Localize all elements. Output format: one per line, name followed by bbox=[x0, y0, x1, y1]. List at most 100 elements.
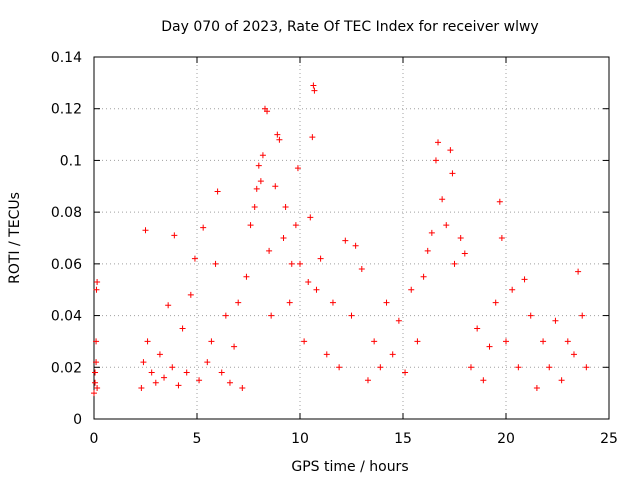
data-point bbox=[486, 343, 493, 350]
data-point bbox=[447, 147, 454, 154]
data-point bbox=[276, 136, 283, 143]
data-point bbox=[432, 157, 439, 164]
data-point bbox=[583, 364, 590, 371]
data-point bbox=[377, 364, 384, 371]
data-point bbox=[402, 369, 409, 376]
data-point bbox=[515, 364, 522, 371]
data-point bbox=[579, 312, 586, 319]
data-point bbox=[204, 359, 211, 366]
x-tick-label: 10 bbox=[291, 431, 309, 447]
data-point bbox=[575, 268, 582, 275]
data-point bbox=[395, 317, 402, 324]
data-point bbox=[196, 377, 203, 384]
x-tick-label: 5 bbox=[193, 431, 202, 447]
data-point bbox=[288, 260, 295, 267]
y-tick-label: 0.08 bbox=[51, 205, 82, 221]
data-point bbox=[352, 242, 359, 249]
data-points bbox=[91, 82, 590, 397]
data-point bbox=[138, 384, 145, 391]
data-point bbox=[420, 273, 427, 280]
data-point bbox=[171, 232, 178, 239]
data-point bbox=[222, 312, 229, 319]
x-tick-label: 0 bbox=[90, 431, 99, 447]
data-point bbox=[259, 152, 266, 159]
data-point bbox=[93, 338, 100, 345]
data-point bbox=[521, 276, 528, 283]
data-point bbox=[533, 384, 540, 391]
x-tick-label: 15 bbox=[394, 431, 412, 447]
axis-ticks bbox=[93, 56, 610, 420]
data-point bbox=[92, 379, 99, 386]
data-point bbox=[336, 364, 343, 371]
data-point bbox=[268, 312, 275, 319]
data-point bbox=[255, 162, 262, 169]
data-point bbox=[266, 247, 273, 254]
data-point bbox=[235, 299, 242, 306]
y-tick-label: 0.02 bbox=[51, 360, 82, 376]
data-point bbox=[175, 382, 182, 389]
data-point bbox=[239, 384, 246, 391]
data-point bbox=[540, 338, 547, 345]
data-point bbox=[309, 134, 316, 141]
data-point bbox=[208, 338, 215, 345]
data-point bbox=[546, 364, 553, 371]
data-point bbox=[451, 260, 458, 267]
x-tick-label: 25 bbox=[600, 431, 618, 447]
data-point bbox=[253, 185, 260, 192]
plot-frame bbox=[93, 56, 610, 420]
data-point bbox=[348, 312, 355, 319]
data-point bbox=[358, 266, 365, 273]
data-point bbox=[297, 260, 303, 267]
y-tick-label: 0.1 bbox=[60, 153, 82, 169]
data-point bbox=[272, 183, 279, 190]
data-point bbox=[274, 131, 281, 138]
x-axis-label: GPS time / hours bbox=[291, 459, 408, 475]
data-point bbox=[439, 196, 446, 203]
data-point bbox=[329, 299, 336, 306]
data-point bbox=[467, 364, 474, 371]
data-point bbox=[509, 286, 516, 293]
data-point bbox=[187, 291, 194, 298]
data-point bbox=[564, 338, 571, 345]
chart-title: Day 070 of 2023, Rate Of TEC Index for r… bbox=[161, 19, 538, 35]
data-point bbox=[503, 338, 509, 345]
data-point bbox=[251, 203, 258, 210]
y-tick-labels: 0 0.02 0.04 0.06 0.08 0.1 0.12 0.14 bbox=[51, 50, 82, 428]
data-point bbox=[428, 229, 435, 236]
data-point bbox=[243, 273, 250, 280]
data-point bbox=[94, 278, 101, 285]
data-point bbox=[408, 286, 415, 293]
data-point bbox=[294, 165, 301, 172]
data-point bbox=[264, 108, 271, 115]
data-point bbox=[152, 379, 159, 386]
data-point bbox=[200, 224, 207, 231]
data-point bbox=[93, 286, 100, 293]
data-point bbox=[311, 87, 318, 94]
data-point bbox=[282, 203, 289, 210]
data-point bbox=[305, 278, 312, 285]
data-point bbox=[496, 198, 503, 205]
data-point bbox=[449, 170, 456, 177]
data-point bbox=[310, 82, 317, 89]
data-point bbox=[480, 377, 487, 384]
data-point bbox=[424, 247, 431, 254]
data-point bbox=[179, 325, 186, 332]
data-point bbox=[498, 235, 505, 241]
data-point bbox=[165, 302, 172, 309]
data-point bbox=[317, 255, 324, 262]
grid-lines bbox=[94, 57, 609, 419]
y-tick-label: 0.04 bbox=[51, 309, 82, 325]
x-tick-label: 20 bbox=[497, 431, 515, 447]
data-point bbox=[435, 139, 442, 146]
y-tick-label: 0.12 bbox=[51, 102, 82, 118]
data-point bbox=[461, 250, 468, 257]
data-point bbox=[301, 338, 308, 345]
data-point bbox=[292, 222, 299, 229]
data-point bbox=[527, 312, 534, 319]
data-point bbox=[307, 214, 314, 221]
data-point bbox=[156, 351, 163, 358]
data-point bbox=[226, 379, 233, 386]
data-point bbox=[92, 369, 99, 376]
y-axis-label: ROTI / TECUs bbox=[7, 192, 23, 284]
y-tick-label: 0.14 bbox=[51, 50, 82, 66]
